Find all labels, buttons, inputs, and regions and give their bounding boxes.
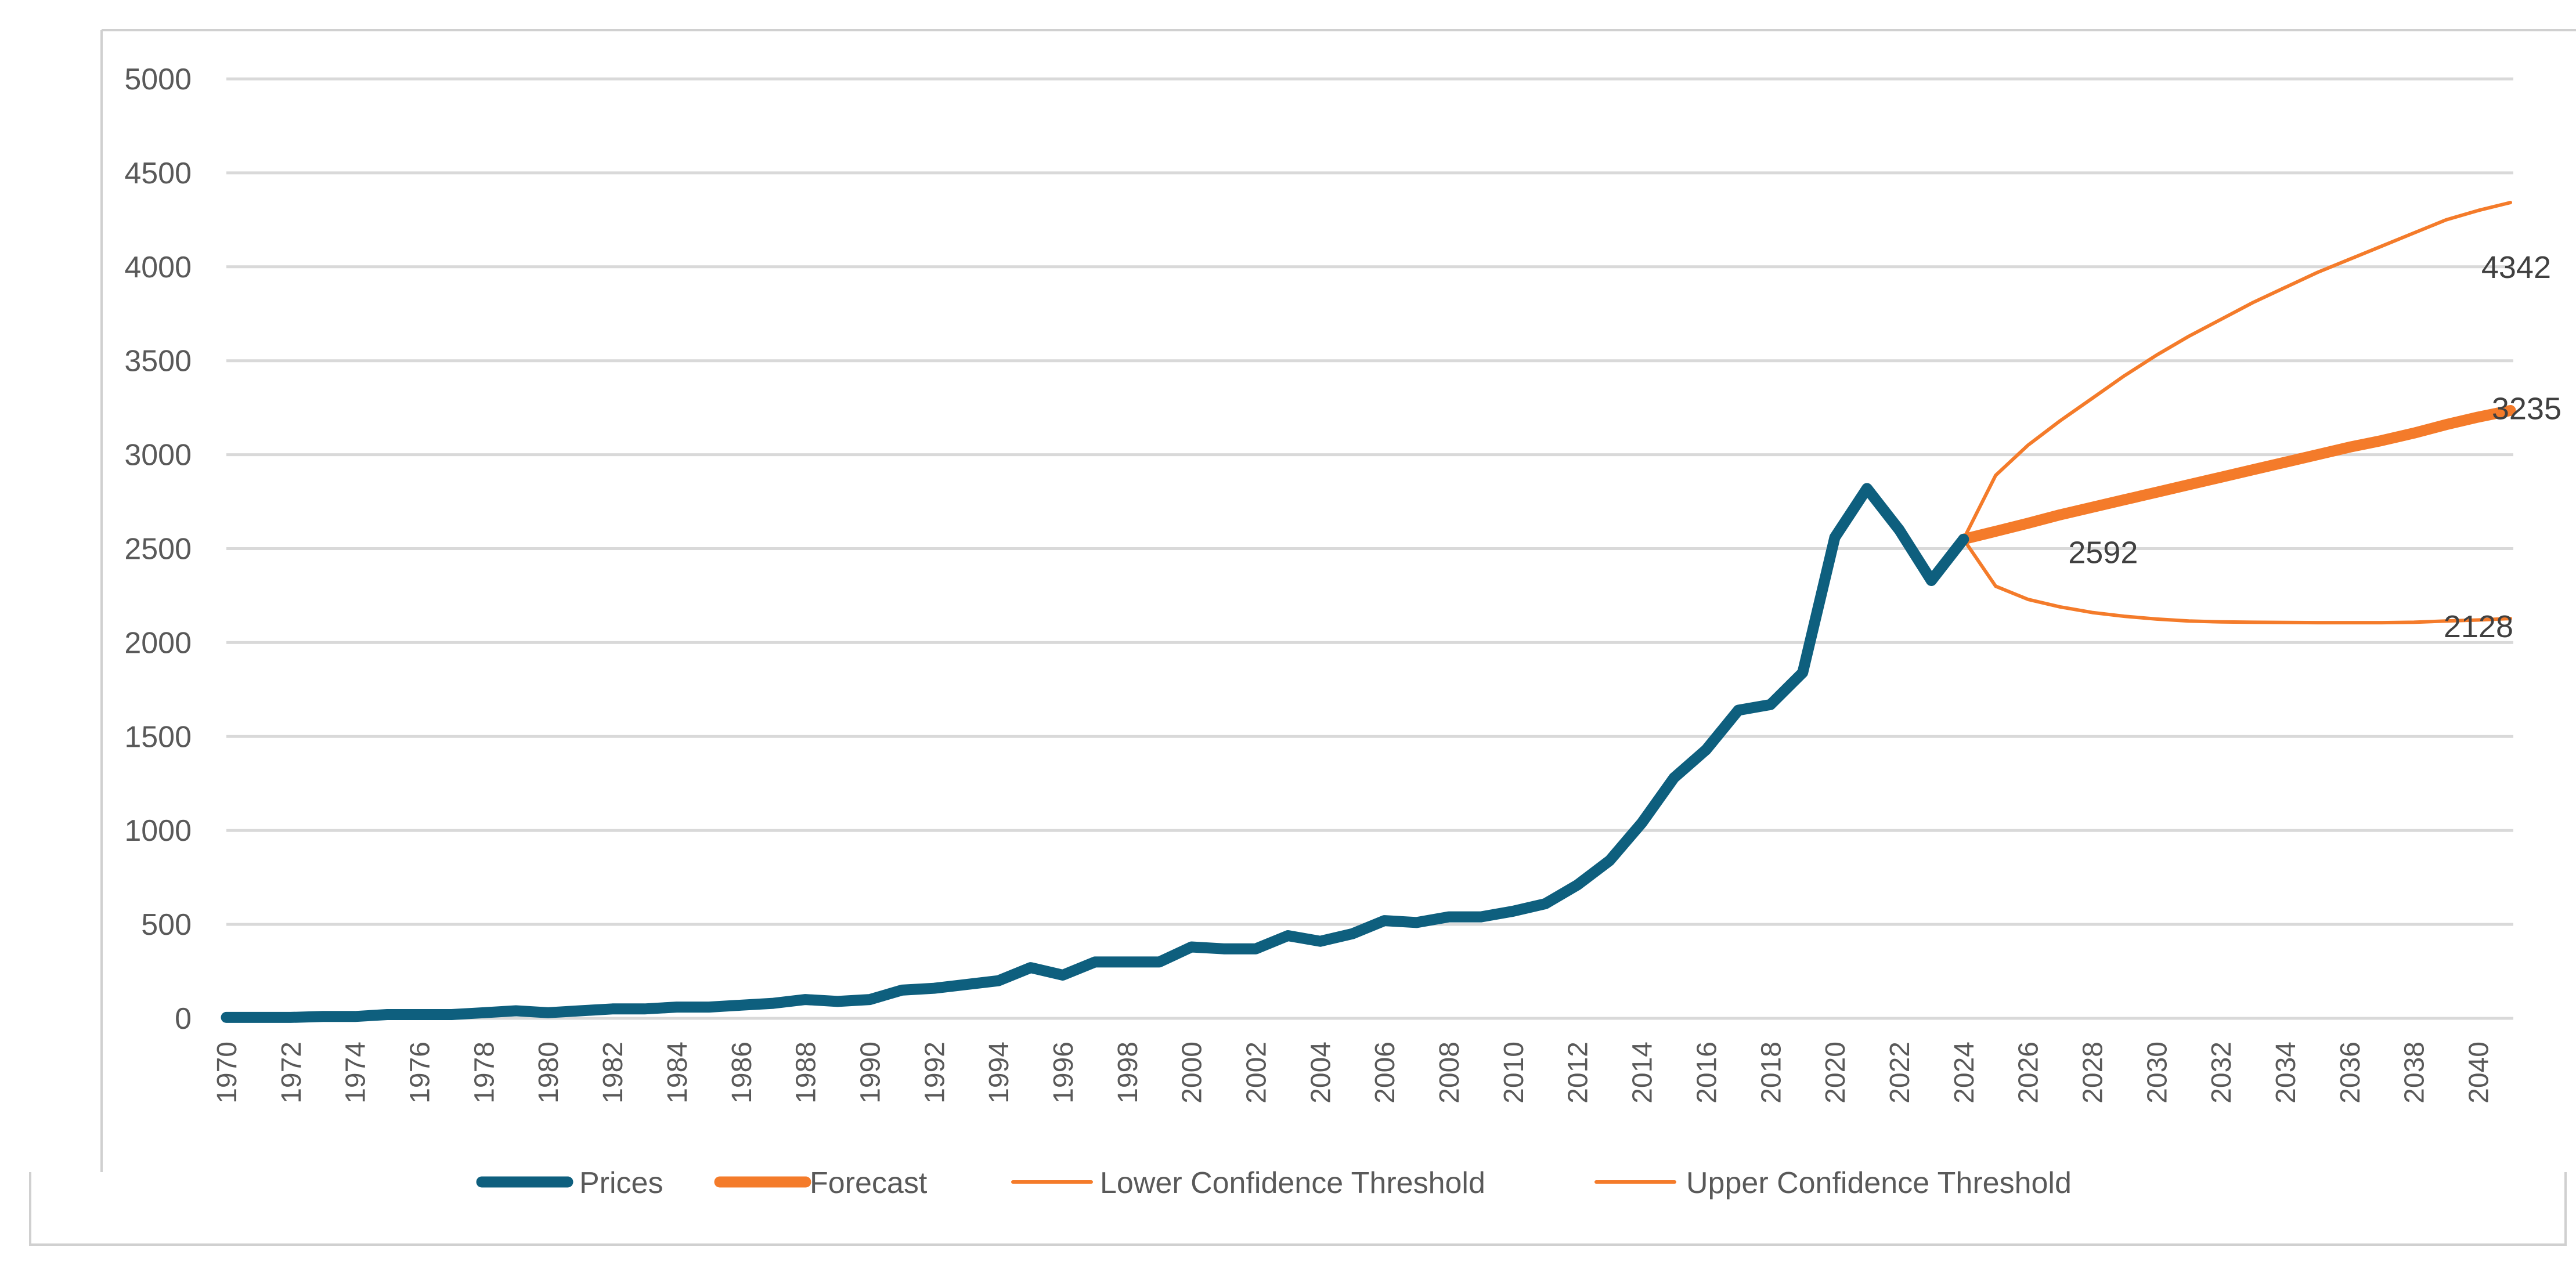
x-tick-label: 2006 [1370, 1042, 1401, 1104]
y-tick-label: 1500 [124, 720, 192, 754]
y-tick-label: 500 [141, 908, 192, 942]
y-tick-label: 2000 [124, 626, 192, 660]
series-line [1958, 405, 2516, 545]
data-label: 3235 [2492, 392, 2561, 426]
x-tick-label: 1996 [1048, 1042, 1079, 1104]
x-tick-label: 1978 [469, 1042, 500, 1104]
data-label: 2592 [2068, 536, 2138, 570]
x-tick-label: 2032 [2206, 1042, 2237, 1104]
series-forecast [1958, 405, 2516, 545]
y-tick-label: 0 [175, 1002, 192, 1036]
x-tick-label: 1984 [662, 1042, 693, 1104]
x-tick-label: 2020 [1820, 1042, 1851, 1104]
x-tick-label: 1982 [598, 1042, 629, 1104]
y-axis: 0 500 1000 1500 2000 2500 3000 3500 4000 4500 5000 [124, 63, 192, 1036]
data-labels: 4342 3235 2592 2128 [2068, 250, 2561, 644]
legend-label: Prices [579, 1166, 663, 1200]
x-tick-label: 2016 [1691, 1042, 1722, 1104]
x-tick-label: 1994 [984, 1042, 1015, 1104]
data-label: 2128 [2444, 609, 2513, 644]
legend-label: Upper Confidence Threshold [1686, 1166, 2072, 1200]
x-tick-label: 2000 [1177, 1042, 1208, 1104]
x-tick-label: 2038 [2400, 1042, 2430, 1104]
x-tick-label: 2014 [1628, 1042, 1658, 1104]
x-tick-label: 2028 [2078, 1042, 2109, 1104]
x-tick-label: 2004 [1305, 1042, 1336, 1104]
x-tick-label: 2026 [2014, 1042, 2044, 1104]
x-tick-label: 2036 [2335, 1042, 2366, 1104]
legend-item-lower-confidence-threshold[interactable]: Lower Confidence Threshold [1011, 1166, 1485, 1200]
series-lower-confidence-threshold [1961, 537, 2512, 625]
legend-item-upper-confidence-threshold[interactable]: Upper Confidence Threshold [1594, 1166, 2072, 1200]
x-tick-label: 2022 [1885, 1042, 1915, 1104]
legend-label: Lower Confidence Threshold [1100, 1166, 1485, 1200]
legend-item-prices[interactable]: Prices [476, 1166, 663, 1200]
series-line [221, 483, 1969, 1023]
x-tick-label: 2030 [2142, 1042, 2173, 1104]
x-tick-label: 1970 [212, 1042, 243, 1104]
legend-label: Forecast [810, 1166, 928, 1200]
x-tick-label: 1980 [533, 1042, 564, 1104]
x-tick-label: 1986 [727, 1042, 757, 1104]
x-tick-label: 1974 [341, 1042, 371, 1104]
series-prices [221, 483, 1969, 1023]
x-tick-label: 1972 [276, 1042, 307, 1104]
x-tick-label: 1998 [1113, 1042, 1143, 1104]
x-tick-label: 2040 [2464, 1042, 2495, 1104]
x-tick-label: 1990 [855, 1042, 886, 1104]
x-tick-label: 2010 [1499, 1042, 1529, 1104]
x-tick-label: 1976 [405, 1042, 436, 1104]
x-tick-label: 1992 [919, 1042, 950, 1104]
gridlines [226, 77, 2513, 1020]
x-tick-label: 2012 [1563, 1042, 1594, 1104]
y-tick-label: 4500 [124, 157, 192, 190]
y-tick-label: 4000 [124, 251, 192, 284]
x-axis: 1970 1972 1974 1976 1978 1980 1982 1984 1986 1988… [212, 1042, 2495, 1104]
legend-item-forecast[interactable]: Forecast [714, 1166, 928, 1200]
x-tick-label: 2018 [1756, 1042, 1787, 1104]
series-line [1961, 201, 2512, 541]
x-tick-label: 2034 [2271, 1042, 2301, 1104]
x-tick-label: 2024 [1949, 1042, 1980, 1104]
y-tick-label: 5000 [124, 63, 192, 96]
legend: Prices Forecast Lower Confidence Threshold… [476, 1166, 2072, 1200]
series-lines [221, 201, 2516, 1023]
series-line [1961, 537, 2512, 625]
y-tick-label: 2500 [124, 533, 192, 566]
data-label: 4342 [2481, 250, 2551, 285]
chart-border [29, 29, 2576, 1246]
x-tick-label: 2008 [1434, 1042, 1465, 1104]
x-tick-label: 1988 [791, 1042, 822, 1104]
series-upper-confidence-threshold [1961, 201, 2512, 541]
x-tick-label: 2002 [1242, 1042, 1272, 1104]
y-tick-label: 3000 [124, 439, 192, 472]
y-tick-label: 1000 [124, 814, 192, 848]
y-tick-label: 3500 [124, 345, 192, 378]
